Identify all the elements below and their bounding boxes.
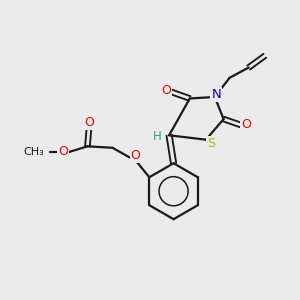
- Text: O: O: [84, 116, 94, 129]
- Text: O: O: [58, 145, 68, 158]
- Text: CH₃: CH₃: [23, 147, 44, 157]
- Text: N: N: [212, 88, 221, 101]
- Text: O: O: [162, 84, 171, 97]
- Text: O: O: [241, 118, 250, 131]
- Text: H: H: [153, 130, 162, 143]
- Text: S: S: [207, 137, 215, 150]
- Text: O: O: [130, 149, 140, 162]
